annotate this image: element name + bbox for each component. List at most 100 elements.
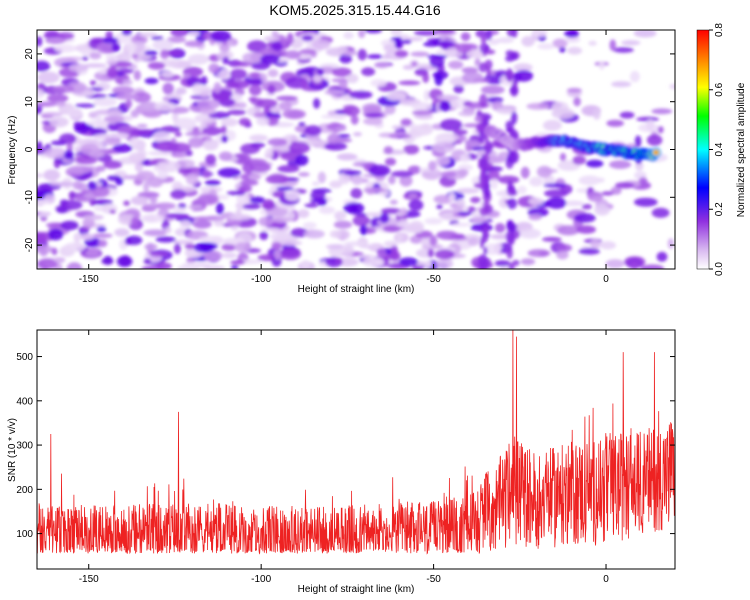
noise-blob bbox=[619, 111, 635, 119]
noise-blob bbox=[470, 215, 488, 223]
noise-blob bbox=[396, 231, 403, 243]
noise-blob bbox=[384, 103, 396, 115]
noise-blob bbox=[216, 72, 226, 78]
noise-blob bbox=[380, 208, 402, 214]
noise-blob bbox=[394, 50, 409, 58]
noise-blob bbox=[327, 133, 341, 144]
noise-blob bbox=[217, 167, 241, 178]
noise-blob bbox=[248, 84, 262, 96]
noise-blob bbox=[284, 50, 302, 60]
noise-blob bbox=[609, 160, 632, 169]
noise-blob bbox=[592, 108, 601, 120]
noise-blob bbox=[611, 81, 632, 88]
noise-blob bbox=[220, 118, 239, 127]
noise-blob bbox=[144, 77, 159, 85]
noise-blob bbox=[238, 184, 252, 193]
noise-blob bbox=[321, 114, 344, 119]
noise-blob bbox=[248, 174, 261, 180]
noise-blob bbox=[527, 249, 551, 258]
snr-series-line bbox=[37, 330, 675, 555]
noise-blob bbox=[563, 200, 585, 206]
noise-blob bbox=[390, 170, 414, 178]
noise-blob bbox=[258, 216, 274, 227]
noise-blob bbox=[264, 148, 274, 159]
noise-blob bbox=[188, 204, 203, 210]
noise-blob bbox=[457, 135, 468, 142]
streak-blob bbox=[483, 246, 488, 255]
noise-blob bbox=[606, 119, 624, 127]
noise-blob bbox=[54, 257, 66, 263]
noise-blob bbox=[45, 36, 66, 45]
noise-blob bbox=[381, 55, 391, 60]
colorbar-gradient bbox=[696, 29, 710, 270]
noise-blob bbox=[109, 209, 116, 214]
noise-blob bbox=[329, 230, 342, 239]
noise-blob bbox=[212, 91, 231, 103]
noise-blob bbox=[646, 134, 663, 146]
noise-blob bbox=[457, 168, 469, 177]
noise-blob bbox=[343, 202, 365, 214]
noise-blob bbox=[72, 180, 83, 190]
noise-blob bbox=[361, 244, 382, 250]
noise-blob bbox=[229, 68, 247, 80]
noise-blob bbox=[218, 151, 233, 161]
noise-blob bbox=[344, 244, 355, 257]
noise-blob bbox=[496, 106, 517, 115]
noise-blob bbox=[116, 52, 131, 64]
noise-blob bbox=[484, 73, 506, 85]
noise-blob bbox=[260, 54, 280, 64]
streak-blob bbox=[511, 78, 518, 92]
noise-blob bbox=[138, 101, 160, 113]
noise-blob bbox=[350, 115, 359, 125]
noise-blob bbox=[572, 155, 586, 165]
noise-blob bbox=[49, 116, 69, 128]
noise-blob bbox=[343, 105, 360, 117]
noise-blob bbox=[134, 161, 144, 173]
noise-blob bbox=[517, 185, 527, 195]
noise-blob bbox=[651, 108, 673, 115]
noise-blob bbox=[188, 137, 205, 148]
noise-blob bbox=[37, 60, 51, 72]
noise-blob bbox=[221, 135, 229, 143]
noise-blob bbox=[452, 222, 472, 227]
noise-blob bbox=[466, 206, 476, 213]
noise-blob bbox=[247, 40, 268, 53]
noise-blob bbox=[651, 207, 670, 218]
noise-blob bbox=[265, 174, 290, 185]
noise-blob bbox=[440, 171, 457, 178]
noise-blob bbox=[154, 202, 176, 210]
noise-blob bbox=[203, 250, 223, 262]
y-tick-label: 10 bbox=[24, 96, 35, 108]
noise-blob bbox=[578, 175, 601, 186]
noise-blob bbox=[256, 116, 270, 126]
noise-blob bbox=[302, 222, 317, 229]
noise-blob bbox=[219, 44, 230, 53]
noise-blob bbox=[461, 67, 479, 74]
noise-blob bbox=[423, 41, 440, 47]
noise-blob bbox=[556, 244, 573, 252]
noise-blob bbox=[129, 137, 138, 146]
noise-blob bbox=[390, 30, 403, 37]
noise-blob bbox=[83, 214, 104, 221]
noise-blob bbox=[439, 100, 451, 112]
noise-blob bbox=[280, 240, 303, 246]
noise-blob bbox=[68, 63, 89, 72]
noise-blob bbox=[179, 220, 192, 229]
noise-blob bbox=[461, 72, 484, 84]
y-tick-label: 500 bbox=[16, 352, 33, 363]
noise-blob bbox=[633, 30, 657, 38]
noise-blob bbox=[408, 193, 418, 199]
noise-blob bbox=[520, 166, 530, 179]
noise-blob bbox=[460, 153, 471, 163]
noise-blob bbox=[458, 111, 475, 117]
noise-blob bbox=[532, 30, 548, 38]
noise-blob bbox=[122, 175, 147, 180]
noise-blob bbox=[332, 67, 352, 77]
noise-blob bbox=[429, 56, 445, 68]
noise-blob bbox=[262, 199, 275, 211]
noise-blob bbox=[424, 260, 432, 268]
noise-blob bbox=[174, 131, 182, 137]
noise-blob bbox=[457, 211, 473, 216]
noise-blob bbox=[282, 109, 307, 120]
noise-blob bbox=[411, 102, 433, 112]
